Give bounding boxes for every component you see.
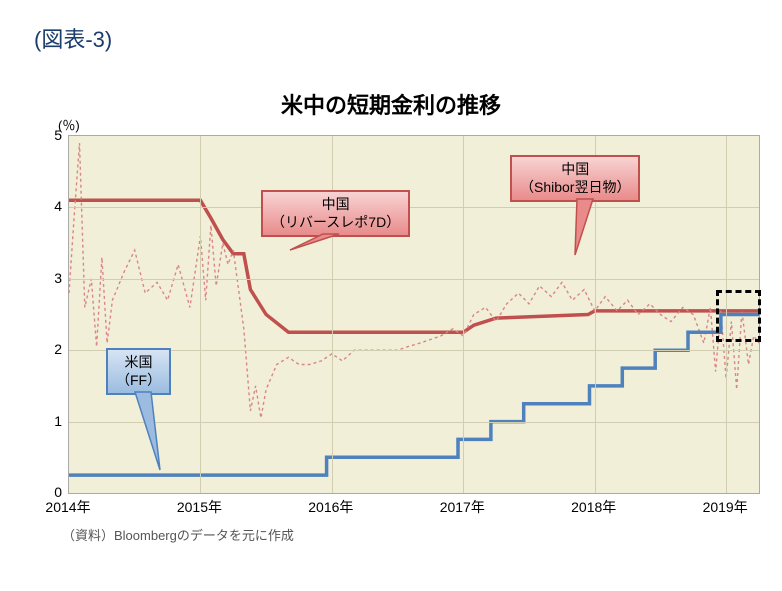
y-tick-label: 4 bbox=[22, 198, 62, 214]
callout-china_shibor_on: 中国（Shibor翌日物） bbox=[510, 155, 640, 202]
gridline-v bbox=[200, 136, 201, 493]
callout-line: 中国 bbox=[520, 161, 630, 179]
figure-label: (図表-3) bbox=[34, 22, 112, 54]
series-china_reverse_repo_7d bbox=[69, 200, 759, 332]
callout-us_ff: 米国（FF） bbox=[106, 348, 171, 395]
series-china_shibor_on bbox=[69, 143, 759, 418]
x-tick-label: 2017年 bbox=[440, 497, 485, 517]
callout-china_reverse_repo_7d: 中国（リバースレポ7D） bbox=[261, 190, 410, 237]
x-tick-label: 2014年 bbox=[45, 497, 90, 517]
gridline-h bbox=[69, 207, 759, 208]
y-tick-label: 2 bbox=[22, 341, 62, 357]
callout-line: 米国 bbox=[116, 354, 161, 372]
callout-line: （FF） bbox=[116, 372, 161, 390]
y-tick-label: 3 bbox=[22, 270, 62, 286]
gridline-v bbox=[463, 136, 464, 493]
gridline-h bbox=[69, 279, 759, 280]
y-tick-label: 1 bbox=[22, 413, 62, 429]
highlight-box bbox=[716, 290, 761, 342]
x-tick-label: 2019年 bbox=[703, 497, 748, 517]
plot-area bbox=[68, 135, 760, 494]
callout-line: （Shibor翌日物） bbox=[520, 179, 630, 197]
source-note: （資料）Bloombergのデータを元に作成 bbox=[62, 525, 294, 544]
x-tick-label: 2018年 bbox=[571, 497, 616, 517]
gridline-h bbox=[69, 350, 759, 351]
series-us_ff bbox=[69, 315, 759, 476]
series-layer bbox=[69, 136, 759, 493]
chart-title: 米中の短期金利の推移 bbox=[0, 88, 782, 120]
callout-line: 中国 bbox=[271, 196, 400, 214]
gridline-h bbox=[69, 422, 759, 423]
x-tick-label: 2016年 bbox=[308, 497, 353, 517]
callout-line: （リバースレポ7D） bbox=[271, 214, 400, 232]
y-tick-label: 5 bbox=[22, 127, 62, 143]
x-tick-label: 2015年 bbox=[177, 497, 222, 517]
